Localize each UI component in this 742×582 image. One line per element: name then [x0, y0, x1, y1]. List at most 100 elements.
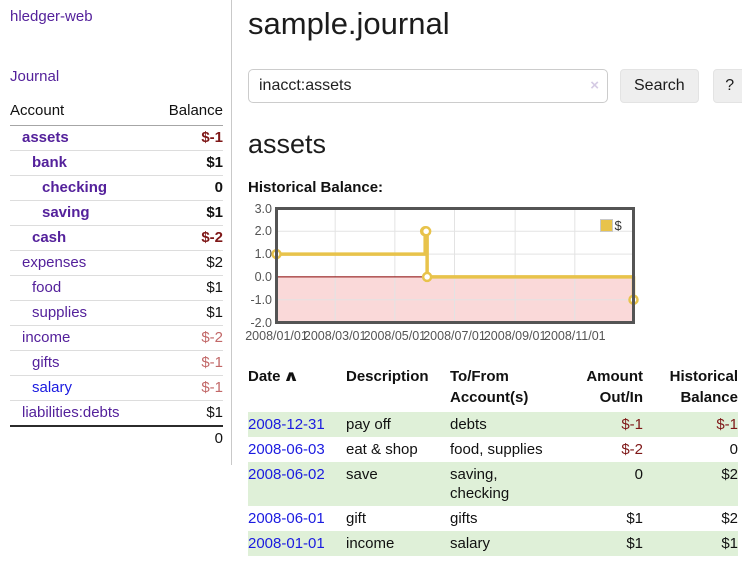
transaction-description: pay off	[346, 416, 391, 433]
accounts-table-body: assets $-1 bank $1 checking 0 saving $1 cash $-2 e…	[10, 126, 223, 451]
page-title: sample.journal	[248, 6, 450, 41]
legend-label: $	[614, 218, 622, 233]
transaction-balance: $1	[721, 535, 738, 552]
x-axis-tick: 2008/03/01	[303, 329, 367, 343]
account-row: salary $-1	[10, 375, 223, 401]
account-link[interactable]: income	[22, 329, 71, 346]
x-axis-tick: 2008/01/01	[245, 329, 308, 343]
y-axis-tick: -2.0	[250, 315, 272, 330]
transaction-description: eat & shop	[346, 441, 418, 458]
chart-legend: $	[599, 218, 622, 233]
register-header-amount: Amount Out/In	[586, 368, 643, 406]
sidebar: hledger-web Journal Account Balance asse…	[0, 0, 232, 465]
register-header-date[interactable]: Date ∧	[248, 368, 299, 385]
legend-swatch-icon	[599, 219, 613, 232]
accounts-total-balance: 0	[152, 425, 223, 451]
transaction-balance: 0	[729, 441, 738, 458]
transaction-date-link[interactable]: 2008-06-02	[248, 466, 325, 483]
search-input[interactable]	[248, 69, 608, 103]
balance-chart: 3.0 2.0 1.0 0.0 -1.0 -2.0 2008/01/01 2008/03/01…	[245, 202, 642, 347]
transaction-accounts: salary	[450, 535, 491, 552]
account-balance: $-1	[152, 350, 223, 376]
transaction-amount: $-2	[621, 441, 643, 458]
account-row: checking 0	[10, 175, 223, 201]
transaction-date-link[interactable]: 2008-06-01	[248, 510, 325, 527]
account-row: expenses $2	[10, 250, 223, 276]
account-link[interactable]: gifts	[32, 354, 60, 371]
transaction-balance: $-1	[716, 416, 738, 433]
register-header-description: Description	[346, 368, 429, 385]
account-link[interactable]: supplies	[32, 304, 88, 321]
account-row: food $1	[10, 275, 223, 301]
account-link[interactable]: bank	[32, 154, 68, 171]
transaction-amount: 0	[634, 466, 643, 483]
transaction-balance: $2	[721, 466, 738, 483]
y-axis-tick: -1.0	[250, 292, 272, 307]
account-balance: $1	[152, 300, 223, 326]
register-table-body: 2008-12-31 pay off debts $-1 $-1 2008-06-03 ea…	[248, 412, 738, 556]
account-balance: $2	[152, 250, 223, 276]
transaction-date-link[interactable]: 2008-12-31	[248, 416, 325, 433]
transaction-accounts: gifts	[450, 510, 478, 527]
register-table: Date ∧ Description To/From Account(s) Amo…	[248, 364, 738, 556]
account-link[interactable]: salary	[32, 379, 73, 396]
transaction-date-link[interactable]: 2008-06-03	[248, 441, 325, 458]
transaction-description: income	[346, 535, 395, 552]
x-axis-tick: 2008/07/01	[423, 329, 486, 343]
account-balance: $-1	[152, 375, 223, 401]
account-link[interactable]: assets	[22, 129, 69, 146]
accounts-table: Account Balance assets $-1 bank $1 checking 0…	[10, 99, 223, 451]
account-balance: $-1	[201, 129, 223, 146]
account-row: saving $1	[10, 200, 223, 226]
transaction-description: save	[346, 466, 378, 483]
transaction-amount: $-1	[621, 416, 643, 433]
accounts-header-balance: Balance	[152, 99, 223, 126]
clear-search-icon[interactable]: ×	[590, 77, 599, 94]
y-axis-tick: 3.0	[254, 201, 272, 216]
y-axis-tick: 1.0	[254, 247, 272, 262]
account-row: income $-2	[10, 325, 223, 351]
table-row: 2008-01-01 income salary $1 $1	[248, 531, 738, 556]
account-row: supplies $1	[10, 300, 223, 326]
account-balance: $-2	[152, 325, 223, 351]
search-button[interactable]: Search	[620, 69, 699, 103]
account-balance: 0	[152, 175, 223, 201]
account-row: bank $1	[10, 150, 223, 176]
transaction-balance: $2	[721, 510, 738, 527]
register-header-balance: Historical Balance	[669, 368, 738, 406]
accounts-total-row: 0	[10, 425, 223, 451]
page: hledger-web Journal Account Balance asse…	[0, 0, 742, 556]
account-link[interactable]: saving	[42, 204, 90, 221]
account-link[interactable]: liabilities:debts	[22, 404, 120, 421]
chart-plot-area	[271, 207, 639, 324]
account-link[interactable]: expenses	[22, 254, 87, 271]
search-form: × Search ?	[248, 69, 742, 103]
x-axis-tick: 2008/05/01	[363, 329, 427, 343]
brand-link[interactable]: hledger-web	[10, 8, 93, 25]
account-link[interactable]: cash	[32, 229, 67, 246]
transaction-accounts: food, supplies	[450, 441, 543, 458]
transaction-amount: $1	[626, 510, 643, 527]
account-balance: $1	[152, 200, 223, 226]
account-row: gifts $-1	[10, 350, 223, 376]
journal-link[interactable]: Journal	[10, 68, 60, 85]
x-axis-tick: 2008/09/01	[483, 329, 547, 343]
chart-title: Historical Balance:	[248, 179, 384, 196]
transaction-date-link[interactable]: 2008-01-01	[248, 535, 325, 552]
main-content: sample.journal × Search ? assets Histori…	[232, 0, 742, 556]
account-row: cash $-2	[10, 225, 223, 251]
account-row: assets $-1	[10, 126, 223, 151]
transaction-accounts: saving, checking	[450, 466, 510, 502]
help-button[interactable]: ?	[712, 69, 742, 103]
account-link[interactable]: checking	[42, 179, 108, 196]
account-balance: $1	[152, 275, 223, 301]
sort-asc-icon: ∧	[282, 368, 299, 385]
table-row: 2008-12-31 pay off debts $-1 $-1	[248, 412, 738, 437]
transaction-accounts: debts	[450, 416, 487, 433]
accounts-header-account: Account	[10, 99, 153, 126]
transaction-description: gift	[346, 510, 367, 527]
transaction-amount: $1	[626, 535, 643, 552]
table-row: 2008-06-03 eat & shop food, supplies $-2 0	[248, 437, 738, 462]
account-link[interactable]: food	[32, 279, 62, 296]
account-balance: $1	[152, 150, 223, 176]
